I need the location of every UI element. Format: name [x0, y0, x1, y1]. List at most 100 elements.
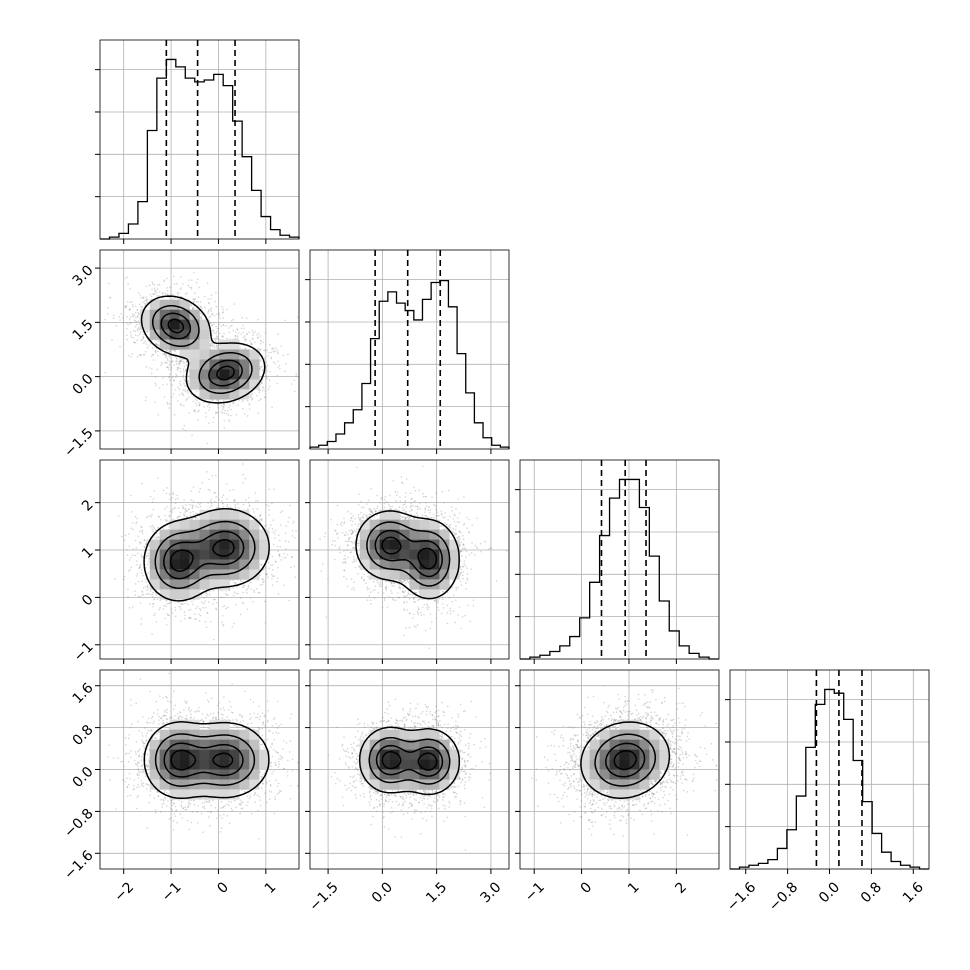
sample-point: [212, 399, 214, 401]
sample-point: [269, 370, 271, 373]
sample-point: [214, 337, 217, 340]
sample-point: [192, 298, 195, 300]
sample-point: [194, 618, 196, 620]
sample-point: [274, 532, 276, 535]
sample-point: [183, 611, 186, 614]
sample-point: [263, 349, 265, 352]
sample-point: [254, 492, 257, 494]
sample-point: [277, 593, 280, 595]
sample-point: [171, 360, 174, 362]
sample-point: [142, 574, 144, 577]
density-cell: [189, 379, 200, 390]
sample-point: [186, 510, 188, 512]
sample-point: [185, 368, 187, 371]
sample-point: [151, 339, 153, 342]
sample-point: [186, 390, 189, 392]
sample-point: [246, 399, 249, 402]
sample-point: [209, 489, 211, 492]
sample-point: [179, 606, 182, 608]
sample-point: [138, 333, 141, 336]
sample-point: [332, 561, 334, 563]
sample-point: [182, 283, 184, 285]
sample-point: [129, 301, 131, 304]
sample-point: [183, 499, 185, 501]
sample-point: [162, 527, 165, 530]
sample-point: [154, 350, 157, 352]
sample-point: [175, 353, 177, 356]
sample-point: [191, 434, 193, 437]
sample-point: [132, 315, 134, 317]
sample-point: [256, 336, 259, 339]
sample-point: [149, 603, 151, 605]
sample-point: [109, 297, 111, 299]
sample-point: [246, 608, 249, 610]
sample-point: [271, 575, 274, 578]
sample-point: [223, 605, 226, 607]
sample-point: [212, 331, 215, 334]
sample-point: [274, 362, 277, 365]
sample-point: [265, 366, 267, 368]
sample-point: [155, 347, 157, 349]
sample-point: [216, 411, 218, 414]
sample-point: [196, 513, 198, 515]
sample-point: [232, 579, 234, 582]
sample-point: [176, 366, 179, 369]
sample-point: [138, 303, 141, 306]
sample-point: [259, 360, 262, 362]
sample-point: [177, 601, 180, 604]
sample-point: [170, 601, 173, 603]
x-tick-label: −1.6: [724, 879, 759, 914]
sample-point: [221, 614, 224, 617]
density-cell: [219, 369, 230, 380]
sample-point: [212, 590, 215, 592]
sample-point: [195, 404, 198, 407]
sample-point: [244, 339, 246, 342]
sample-point: [232, 329, 235, 332]
sample-point: [265, 504, 268, 506]
sample-point: [111, 339, 113, 341]
sample-point: [140, 354, 142, 357]
sample-point: [162, 489, 165, 492]
sample-point: [196, 506, 199, 509]
sample-point: [146, 554, 148, 556]
sample-point: [259, 335, 262, 337]
sample-point: [174, 389, 177, 391]
sample-point: [166, 401, 169, 404]
sample-point: [157, 339, 160, 342]
sample-point: [248, 404, 251, 406]
sample-point: [208, 316, 210, 319]
sample-point: [166, 403, 169, 405]
sample-point: [176, 374, 178, 377]
sample-point: [312, 562, 314, 564]
sample-point: [241, 316, 243, 319]
sample-point: [215, 335, 218, 338]
sample-point: [178, 363, 180, 366]
sample-point: [142, 337, 145, 339]
sample-point: [213, 598, 215, 601]
sample-point: [104, 371, 107, 374]
sample-point: [170, 366, 173, 369]
density-cell: [189, 309, 200, 320]
sample-point: [141, 296, 144, 298]
sample-point: [157, 344, 159, 346]
density-cell: [159, 309, 170, 320]
sample-point: [149, 525, 152, 528]
sample-point: [223, 419, 226, 422]
sample-point: [153, 614, 155, 617]
sample-point: [178, 360, 181, 363]
sample-point: [305, 538, 307, 540]
sample-point: [235, 603, 237, 606]
sample-point: [221, 496, 224, 499]
sample-point: [139, 602, 142, 604]
sample-point: [235, 582, 237, 584]
sample-point: [134, 554, 137, 557]
sample-point: [222, 624, 225, 627]
sample-point: [160, 361, 163, 364]
sample-point: [286, 553, 289, 556]
sample-point: [210, 502, 213, 505]
sample-point: [279, 368, 281, 370]
sample-point: [147, 552, 150, 555]
sample-point: [268, 514, 271, 516]
sample-point: [202, 602, 205, 605]
sample-point: [276, 580, 278, 583]
